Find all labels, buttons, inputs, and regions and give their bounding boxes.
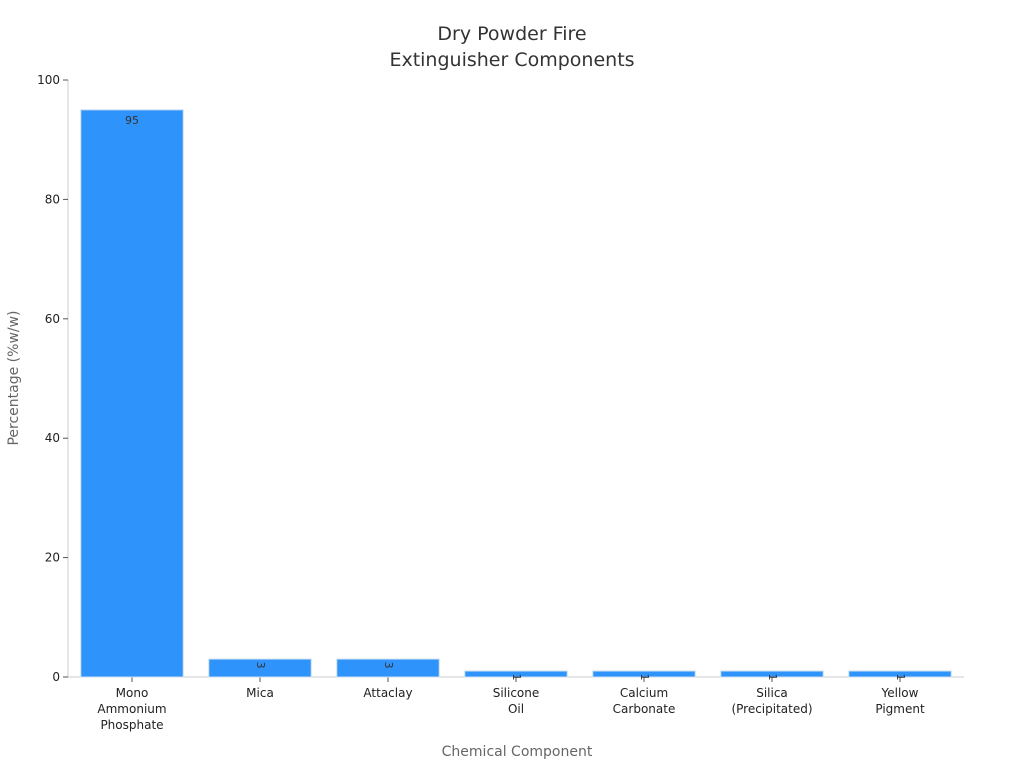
y-axis-label: Percentage (%w/w) <box>6 310 22 445</box>
bar <box>848 670 952 678</box>
chart-title: Dry Powder Fire Extinguisher Components <box>389 23 634 71</box>
bar-value-label: 95 <box>125 114 139 127</box>
bar-value-label: 3 <box>382 662 395 669</box>
x-axis-label: Chemical Component <box>442 744 593 760</box>
bar <box>80 109 184 678</box>
bar-value-label: 1 <box>894 674 907 681</box>
x-tick-label: Attaclay <box>363 686 412 700</box>
x-tick-label: Mono Ammonium Phosphate <box>97 686 166 732</box>
y-axis: 0 20 40 60 80 100 <box>37 73 69 684</box>
y-tick-label: 0 <box>52 670 60 684</box>
bar <box>720 670 824 678</box>
bars <box>80 109 952 678</box>
bar-value-label: 1 <box>510 674 523 681</box>
x-tick-label: Mica <box>246 686 274 700</box>
bar-value-label: 3 <box>254 662 267 669</box>
y-tick-label: 20 <box>45 551 60 565</box>
bar-value-label: 1 <box>766 674 779 681</box>
y-tick-label: 60 <box>45 312 60 326</box>
x-tick-label: Silicone Oil <box>493 686 540 716</box>
y-tick-label: 100 <box>37 73 60 87</box>
x-axis: Mono Ammonium Phosphate Mica Attaclay Silicon… <box>68 676 964 732</box>
bar-value-label: 1 <box>638 674 651 681</box>
bar <box>208 658 312 678</box>
bar <box>464 670 568 678</box>
x-tick-label: Silica (Precipitated) <box>731 686 812 716</box>
data-labels: 95 3 3 1 1 1 1 <box>125 114 907 681</box>
chart-title-line-1: Dry Powder Fire <box>437 23 586 45</box>
chart-title-line-2: Extinguisher Components <box>389 49 634 71</box>
x-tick-label: Yellow Pigment <box>875 686 925 716</box>
y-tick-label: 40 <box>45 431 60 445</box>
bar <box>336 658 440 678</box>
x-tick-label: Calcium Carbonate <box>613 686 676 716</box>
bar <box>592 670 696 678</box>
y-tick-label: 80 <box>45 192 60 206</box>
